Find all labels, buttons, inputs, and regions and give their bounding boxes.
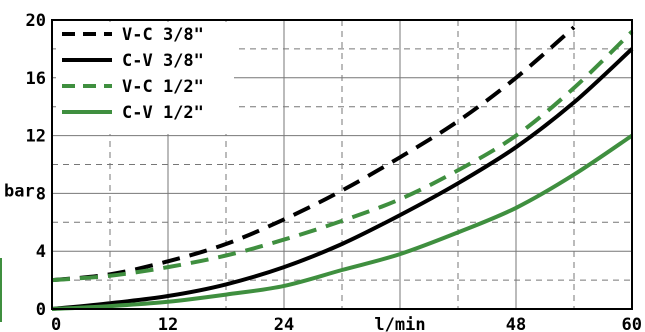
x-tick-label: 0: [51, 315, 61, 332]
legend-background: [56, 22, 234, 134]
x-tick-label: l/min: [374, 315, 425, 332]
legend: V-C 3/8" C-V 3/8" V-C 1/2" C-V 1/2": [62, 25, 204, 123]
x-tick-label: 24: [274, 315, 294, 332]
legend-label-2: V-C 1/2": [122, 77, 204, 97]
y-tick-label: 0: [36, 300, 46, 320]
x-tick-label: 60: [622, 315, 642, 332]
legend-label-3: C-V 1/2": [122, 103, 204, 123]
left-accent-bar: [0, 258, 2, 322]
series-line-0: [51, 25, 576, 283]
y-tick-label: 20: [26, 11, 46, 31]
plot-border: [51, 19, 633, 310]
x-tick-label: 48: [506, 315, 526, 332]
x-tick-label: 12: [158, 315, 178, 332]
legend-label-0: V-C 3/8": [122, 25, 204, 45]
series-layer: [51, 25, 634, 311]
y-tick-label: 4: [36, 242, 46, 262]
series-line-2: [51, 30, 634, 283]
y-tick-label: 16: [26, 69, 46, 89]
y-tick-label: 12: [26, 127, 46, 147]
plot-frame: [51, 19, 633, 310]
y-axis-label: bar: [4, 181, 35, 201]
series-line-3: [51, 133, 634, 311]
legend-label-1: C-V 3/8": [122, 51, 204, 71]
y-tick-label: 8: [36, 184, 46, 204]
series-line-1: [51, 47, 634, 311]
